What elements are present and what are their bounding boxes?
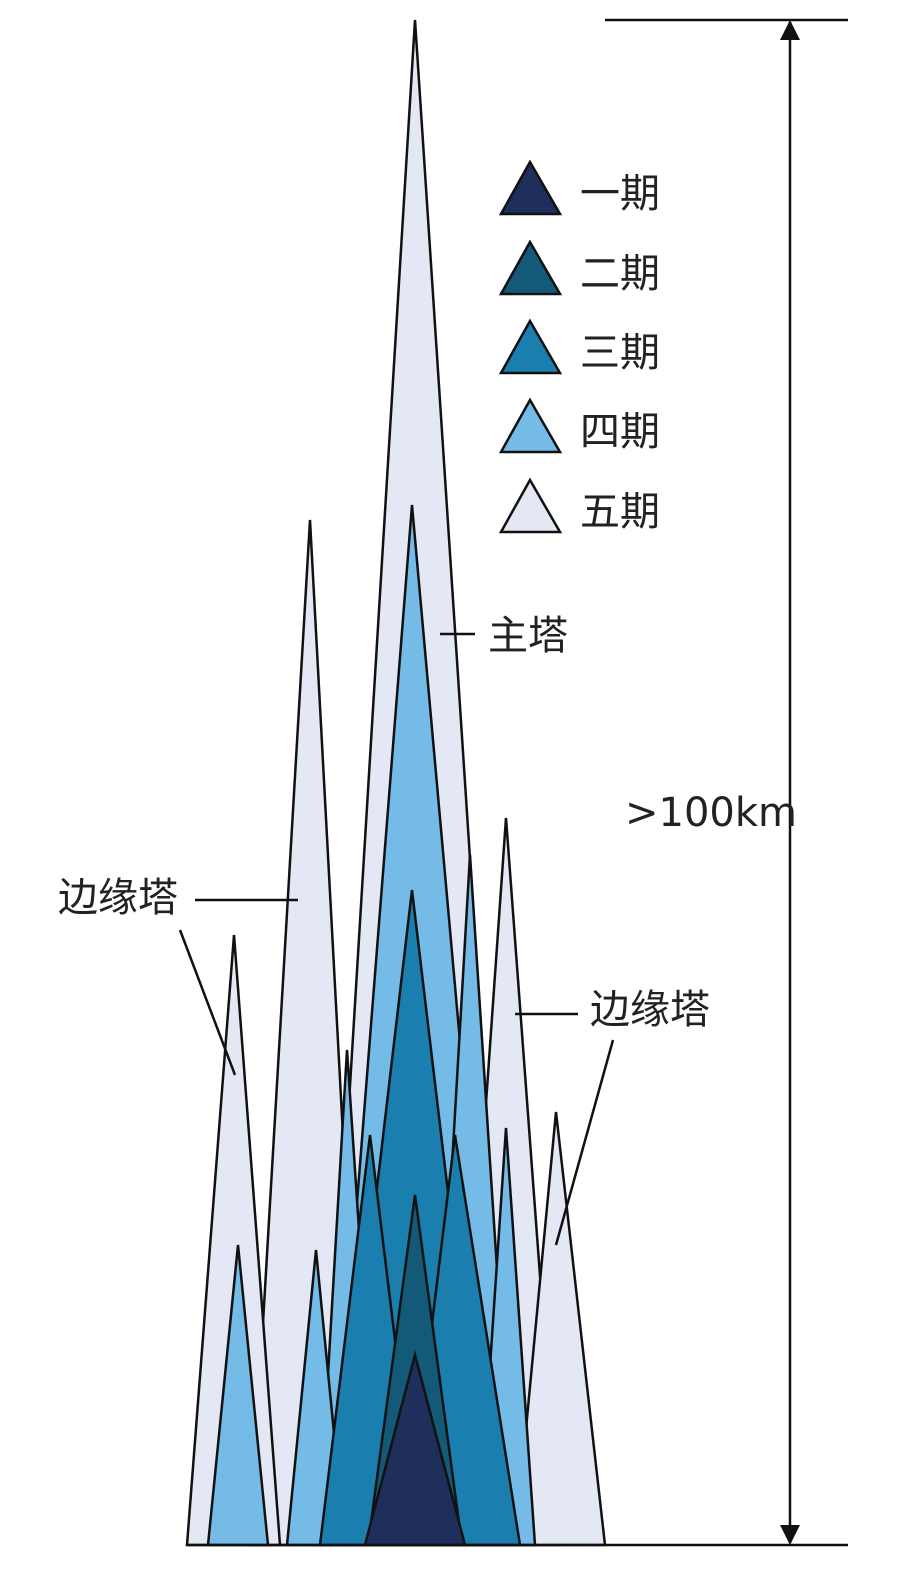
legend: 一期 二期 三期 四期 五期: [498, 159, 660, 535]
legend-label: 三期: [580, 330, 660, 376]
legend-swatch: [498, 318, 563, 375]
legend-swatch: [498, 159, 563, 216]
legend-label: 一期: [580, 171, 660, 217]
height-label: >100km: [625, 790, 797, 836]
legend-swatch: [498, 477, 563, 534]
edge-tower-label: 边缘塔: [58, 875, 178, 921]
leader-line: [178, 929, 237, 1076]
edge-tower-label: 边缘塔: [590, 987, 710, 1033]
legend-label: 五期: [580, 489, 660, 535]
legend-swatch: [498, 397, 563, 454]
main-tower-label: 主塔: [488, 613, 568, 659]
legend-label: 四期: [580, 409, 660, 455]
legend-swatch: [498, 239, 563, 296]
legend-label: 二期: [580, 251, 660, 297]
leader-line: [554, 1039, 615, 1246]
towers: [185, 19, 607, 1547]
